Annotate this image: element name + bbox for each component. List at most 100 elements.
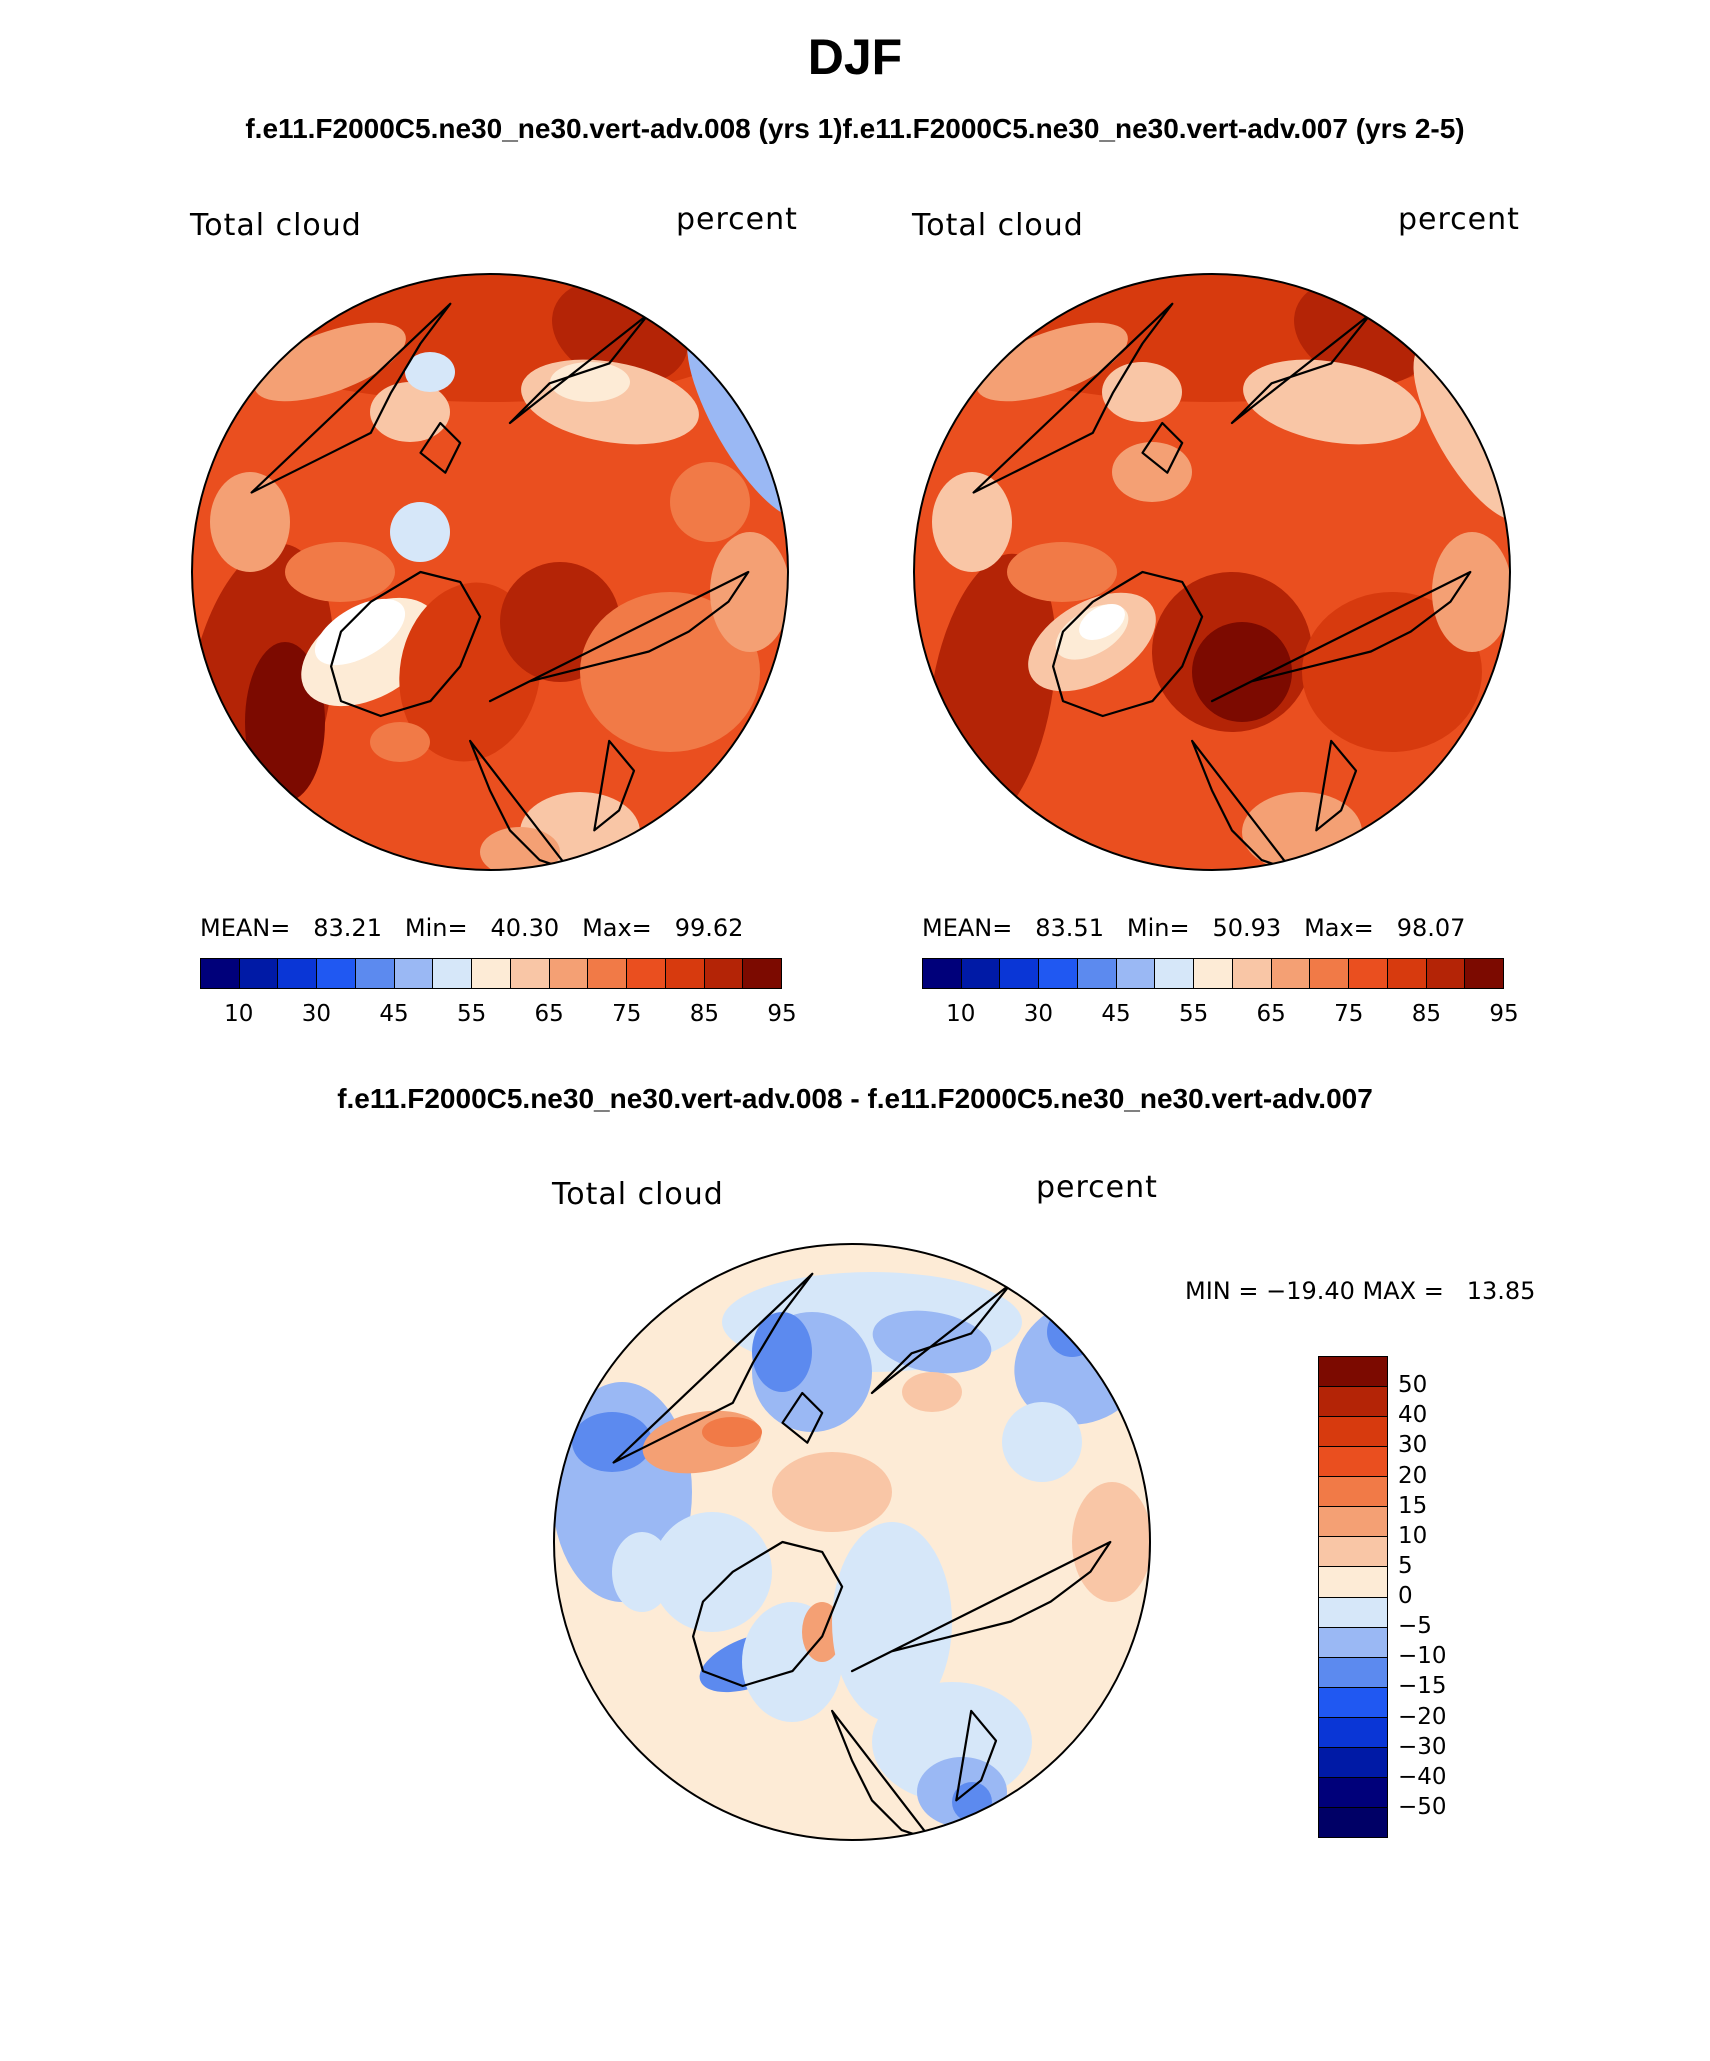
baltic-coastline [955,1709,998,1802]
field-region [652,1512,772,1632]
colorbar-swatch [201,959,240,988]
colorbar-tick-label: 65 [534,1001,564,1027]
north-america-coastline [612,1272,814,1464]
colorbar-swatch [1319,1507,1387,1538]
colorbar-swatch [1349,959,1388,988]
colorbar-tick-label: −50 [1398,1793,1447,1820]
field-region [210,472,290,572]
colorbar-swatch [1319,1447,1387,1478]
panel1-polar-map [191,273,789,871]
field-region [1302,592,1482,752]
diff-units-label: percent [1036,1170,1158,1205]
colorbar-swatch [1319,1747,1387,1778]
colorbar-swatch [704,959,744,988]
colorbar-swatch [1319,1357,1387,1388]
colorbar-tick-label: 85 [1411,1001,1442,1027]
field-region [1243,359,1421,445]
field-region [1007,542,1117,602]
colorbar-tick-label: 95 [1489,1001,1519,1027]
colorbar-swatch [317,959,356,988]
panel2-mean-value: 83.51 [1035,914,1104,942]
field-region [1047,1307,1097,1357]
colorbar-swatch [1271,959,1311,988]
colorbar-tick-label: 15 [1398,1492,1428,1519]
field-region [1079,603,1125,641]
field-region [370,722,430,762]
colorbar-tick-label: 45 [379,1001,409,1027]
colorbar-swatch [1319,1537,1387,1568]
panel1-stats: MEAN= 83.21 Min= 40.30 Max= 99.62 [200,914,743,942]
colorbar-tick-label: −5 [1398,1613,1432,1640]
arctic-island-outline [419,421,462,474]
field-region [1112,442,1192,502]
field-region [670,462,750,542]
colorbar-swatch [239,959,279,988]
arctic-island-outline [1141,421,1184,474]
field-region [550,362,630,402]
colorbar-swatch [1319,1477,1387,1508]
panel1-mean-value: 83.21 [313,914,382,942]
diff-stats: MIN = −19.40 MAX = 13.85 [1185,1277,1536,1305]
north-america-coastline [250,302,452,494]
colorbar-swatch [1319,1777,1387,1808]
colorbar-tick-label: 30 [301,1001,332,1027]
field-region [872,1310,992,1374]
panel2-variable-label: Total cloud [912,208,1084,243]
colorbar-tick-label: −20 [1398,1703,1447,1730]
colorbar-tick-label: 65 [1256,1001,1286,1027]
eurasia-coastline [1210,570,1472,703]
colorbar-swatch [1319,1657,1387,1688]
field-region [710,532,788,652]
colorbar-tick-label: 95 [767,1001,797,1027]
colorbar-swatch [1319,1807,1387,1837]
colorbar-swatch [1319,1387,1387,1418]
eurasia-coastline [488,570,750,703]
panel1-variable-label: Total cloud [190,208,362,243]
colorbar-swatch [1155,959,1195,988]
landmass-greenland-outline [330,570,482,718]
colorbar-swatch [1000,959,1040,988]
field-region [580,592,760,752]
colorbar-tick-label: 10 [224,1001,254,1027]
colorbar-tick-label: 85 [689,1001,720,1027]
field-region [1072,1482,1150,1602]
colorbar-tick-label: 55 [456,1001,487,1027]
colorbar-swatch [1426,959,1466,988]
colorbar-tick-label: 30 [1398,1432,1428,1459]
map-field [914,274,1510,870]
colorbar-swatch [1039,959,1078,988]
field-region [702,1417,762,1447]
field-region [572,1412,652,1472]
field-region [932,472,1012,572]
panel1-mean-label: MEAN= [200,914,291,942]
diff-colorbar [1318,1356,1388,1838]
diff-variable-label: Total cloud [552,1177,724,1212]
colorbar-tick-label: 55 [1178,1001,1209,1027]
colorbar-tick-label: 20 [1398,1462,1428,1489]
colorbar-swatch [510,959,550,988]
colorbar-swatch [433,959,473,988]
panel2-colorbar [922,958,1504,989]
field-region [1432,532,1510,652]
siberia-coastline [870,1282,1012,1395]
map-boundary-circle [191,273,789,871]
panel2-stats: MEAN= 83.51 Min= 50.93 Max= 98.07 [922,914,1465,942]
panel2-max-value: 98.07 [1396,914,1466,942]
panel1-min-value: 40.30 [490,914,560,942]
colorbar-tick-label: 75 [1334,1001,1364,1027]
panel2-min-value: 50.93 [1212,914,1282,942]
colorbar-tick-label: 40 [1398,1402,1428,1429]
panel1-min-label: Min= [404,914,468,942]
colorbar-tick-label: 10 [946,1001,976,1027]
colorbar-swatch [1232,959,1272,988]
colorbar-swatch [1116,959,1156,988]
panel1-colorbar [200,958,782,989]
eurasia-coastline [850,1540,1112,1673]
field-region [405,352,455,392]
siberia-coastline [508,312,650,425]
scandinavia-coastline [469,739,571,870]
figure-title: DJF [807,29,903,85]
colorbar-swatch [588,959,628,988]
landmass-greenland-outline [1052,570,1204,718]
colorbar-tick-label: −15 [1398,1673,1447,1700]
